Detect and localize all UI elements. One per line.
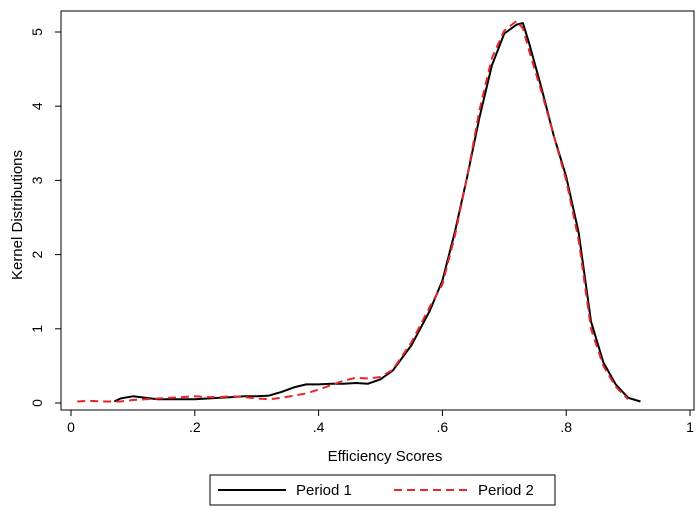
y-axis-title: Kernel Distributions — [9, 150, 26, 280]
x-axis-title: Efficiency Scores — [328, 448, 443, 465]
legend-label-period-2: Period 2 — [478, 482, 534, 499]
y-tick-label: 3 — [29, 176, 45, 184]
x-tick-label: 0 — [67, 419, 75, 435]
y-tick-label: 5 — [29, 28, 45, 36]
legend-box — [209, 474, 556, 506]
plot-frame — [60, 10, 695, 411]
legend-label-period-1: Period 1 — [296, 482, 352, 499]
x-tick-label: .8 — [560, 419, 572, 435]
x-tick-label: 1 — [686, 419, 694, 435]
y-tick-label: 4 — [29, 102, 45, 110]
y-tick-label: 2 — [29, 250, 45, 258]
x-tick-label: .6 — [437, 419, 449, 435]
x-tick-label: .4 — [313, 419, 325, 435]
y-axis: 0 1 2 3 4 5 — [29, 28, 61, 407]
y-tick-label: 0 — [29, 399, 45, 407]
y-tick-label: 1 — [29, 325, 45, 333]
legend: Period 1 Period 2 — [209, 474, 556, 506]
x-tick-label: .2 — [189, 419, 201, 435]
series-line-period-2 — [77, 19, 629, 403]
x-axis: 0 .2 .4 .6 .8 1 — [67, 410, 694, 435]
series-layer — [77, 19, 641, 403]
